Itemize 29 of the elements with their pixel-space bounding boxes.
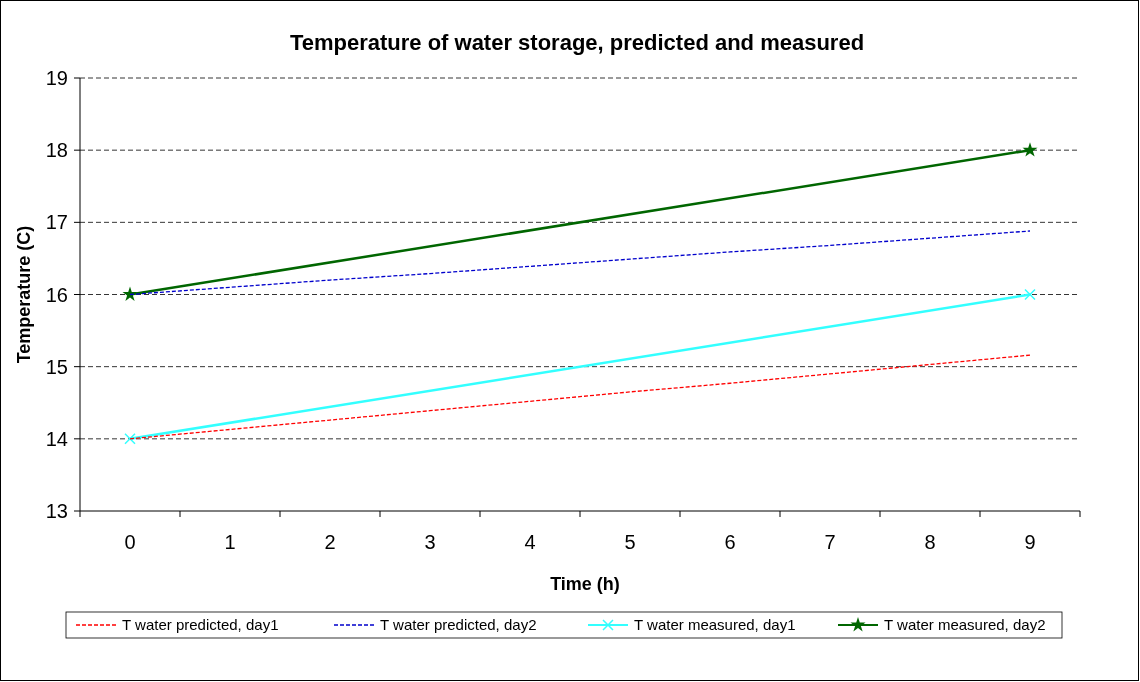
point — [1024, 288, 1036, 301]
x-axis-title: Time (h) — [550, 574, 620, 594]
legend-label: T water predicted, day2 — [380, 616, 537, 634]
x-tick-label: 7 — [824, 531, 836, 553]
point — [124, 433, 136, 445]
x-tick-label: 5 — [624, 531, 636, 553]
x-tick-label: 6 — [724, 531, 736, 553]
legend-label: T water measured, day1 — [634, 616, 796, 634]
y-tick-label: 17 — [45, 211, 68, 234]
x-tick-label: 0 — [124, 531, 136, 553]
chart-title: Temperature of water storage, predicted and measured — [289, 30, 865, 55]
y-tick-label: 19 — [45, 67, 68, 89]
point — [1022, 142, 1038, 157]
y-axis-title: Temperature (C) — [14, 225, 34, 364]
y-tick-label: 13 — [45, 500, 68, 522]
legend-label: T water predicted, day1 — [122, 616, 279, 634]
y-tick-label: 18 — [45, 139, 68, 162]
y-tick-label: 14 — [45, 427, 68, 450]
y-tick-label: 15 — [45, 355, 68, 378]
legend-label: T water measured, day2 — [884, 616, 1046, 634]
x-tick-label: 4 — [524, 531, 536, 553]
y-tick-label: 16 — [45, 283, 68, 306]
x-tick-label: 3 — [424, 531, 436, 553]
x-tick-label: 2 — [324, 531, 336, 553]
x-tick-label: 8 — [924, 531, 936, 553]
x-tick-label: 1 — [224, 531, 236, 553]
line-series — [129, 354, 1031, 440]
point — [122, 286, 138, 301]
x-tick-label: 9 — [1024, 531, 1036, 553]
